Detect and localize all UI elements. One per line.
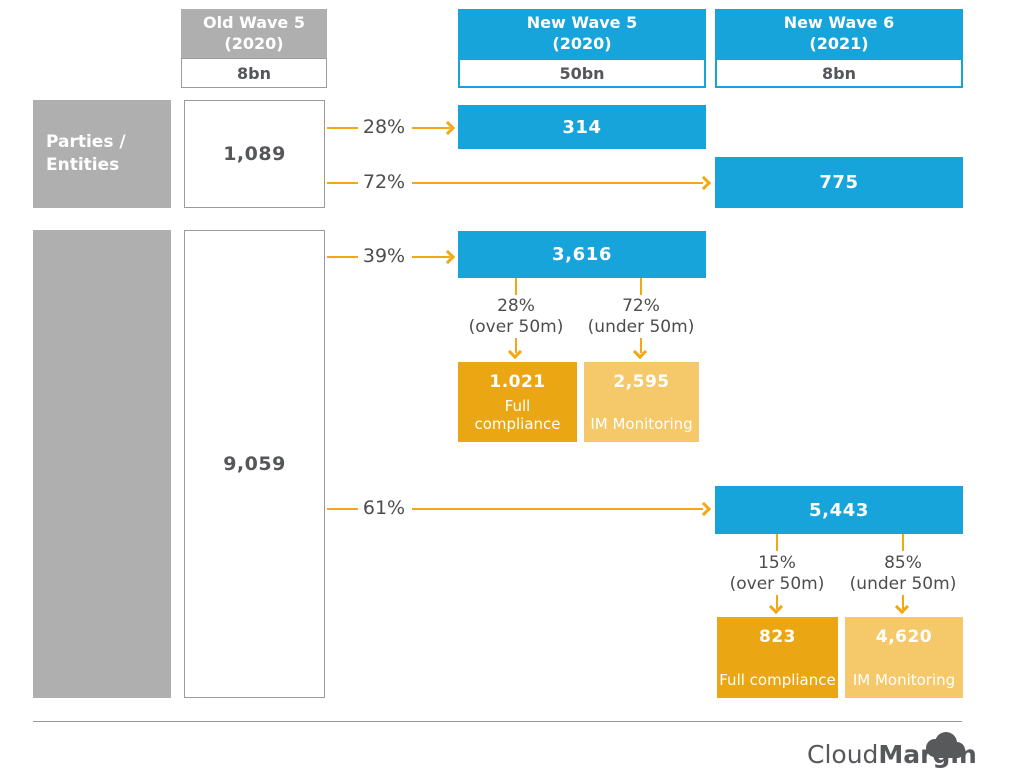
arrow-down-icon: [507, 344, 523, 360]
im-monitoring-box-wave-5: 2,595 IM Monitoring: [584, 362, 699, 442]
full-compliance-box-wave-5: 1.021 Full compliance: [458, 362, 577, 442]
arrow-shaft: [412, 256, 450, 258]
threshold-value: 8bn: [237, 63, 271, 83]
flow-percent-label: 28%: [362, 116, 406, 138]
split-label: 28% (over 50m): [436, 296, 596, 339]
split-percent: 15%: [758, 553, 796, 573]
split-qualifier: (under 50m): [587, 317, 695, 338]
split-stub-line: [515, 278, 517, 295]
row-label-line: Entities: [46, 155, 120, 175]
flow-percent-label: 72%: [362, 171, 406, 193]
threshold-value: 50bn: [559, 63, 605, 83]
parties-new-wave-6-box: 775: [715, 157, 963, 208]
column-threshold-new-wave-6: 8bn: [715, 58, 963, 88]
trades-total-value: 9,059: [223, 453, 286, 475]
arrow-right-icon: [440, 120, 456, 136]
split-category-label: IM Monitoring: [590, 415, 693, 433]
split-stub-line: [902, 534, 904, 551]
split-stub-line: [776, 534, 778, 551]
row-label-trades-block: [33, 230, 171, 698]
arrow-down-icon: [894, 599, 910, 615]
full-compliance-box-wave-6: 823 Full compliance: [717, 617, 838, 698]
trades-new-wave-6-box: 5,443: [715, 486, 963, 534]
column-header-title: New Wave 5: [526, 12, 638, 32]
footer-divider: [33, 721, 962, 722]
parties-total-box: 1,089: [184, 100, 325, 208]
logo-text-regular: Cloud: [807, 740, 879, 769]
column-header-old-wave-5: Old Wave 5 (2020): [181, 9, 327, 58]
split-qualifier: (over 50m): [729, 574, 825, 595]
split-value: 823: [759, 627, 796, 647]
split-percent: 72%: [622, 296, 660, 316]
column-header-year: (2020): [224, 33, 284, 53]
arrow-shaft: [412, 182, 703, 184]
arrow-shaft: [776, 595, 778, 609]
arrow-right-icon: [440, 249, 456, 265]
split-value: 4,620: [875, 627, 933, 647]
column-header-year: (2021): [809, 33, 869, 53]
flow-value: 3,616: [552, 244, 612, 265]
arrow-shaft: [902, 595, 904, 609]
row-label-parties-entities: Parties / Entities: [33, 100, 171, 208]
column-header-title: Old Wave 5: [203, 12, 305, 32]
split-percent: 28%: [497, 296, 535, 316]
column-header-new-wave-5: New Wave 5 (2020): [458, 9, 706, 58]
split-value: 2,595: [613, 372, 670, 392]
column-threshold-old-wave-5: 8bn: [181, 58, 327, 88]
column-threshold-new-wave-5: 50bn: [458, 58, 706, 88]
row-label-line: Parties /: [46, 132, 126, 153]
trades-total-box: 9,059: [184, 230, 325, 698]
split-percent: 85%: [884, 553, 922, 573]
split-value: 1.021: [489, 372, 546, 392]
threshold-value: 8bn: [822, 63, 856, 83]
split-label: 85% (under 50m): [823, 553, 983, 596]
arrow-right-icon: [696, 175, 712, 191]
split-qualifier: (under 50m): [849, 574, 957, 595]
arrow-down-icon: [632, 344, 648, 360]
parties-new-wave-5-box: 314: [458, 105, 706, 149]
column-header-year: (2020): [552, 33, 612, 53]
split-stub-line: [640, 278, 642, 295]
flow-value: 5,443: [809, 499, 869, 521]
arrow-right-icon: [696, 501, 712, 517]
arrow-segment: [327, 508, 358, 510]
split-qualifier: (over 50m): [468, 317, 564, 338]
cloud-icon: [926, 732, 965, 758]
split-label: 72% (under 50m): [561, 296, 721, 339]
flow-value: 775: [819, 172, 859, 193]
split-category-label: IM Monitoring: [852, 671, 956, 689]
split-label: 15% (over 50m): [697, 553, 857, 596]
flow-percent-label: 61%: [362, 497, 406, 519]
arrow-shaft: [640, 338, 642, 353]
arrow-shaft: [412, 508, 703, 510]
trades-new-wave-5-box: 3,616: [458, 231, 706, 278]
column-header-new-wave-6: New Wave 6 (2021): [715, 9, 963, 58]
parties-total-value: 1,089: [223, 143, 286, 165]
im-monitoring-box-wave-6: 4,620 IM Monitoring: [845, 617, 963, 698]
arrow-segment: [327, 127, 358, 129]
arrow-segment: [327, 256, 358, 258]
arrow-down-icon: [768, 599, 784, 615]
split-category-label: Full compliance: [474, 397, 561, 433]
arrow-shaft: [515, 338, 517, 353]
arrow-shaft: [412, 127, 450, 129]
split-category-label: Full compliance: [719, 671, 836, 689]
arrow-segment: [327, 182, 358, 184]
column-header-title: New Wave 6: [783, 12, 895, 32]
flow-value: 314: [562, 116, 602, 138]
flow-percent-label: 39%: [362, 245, 406, 267]
